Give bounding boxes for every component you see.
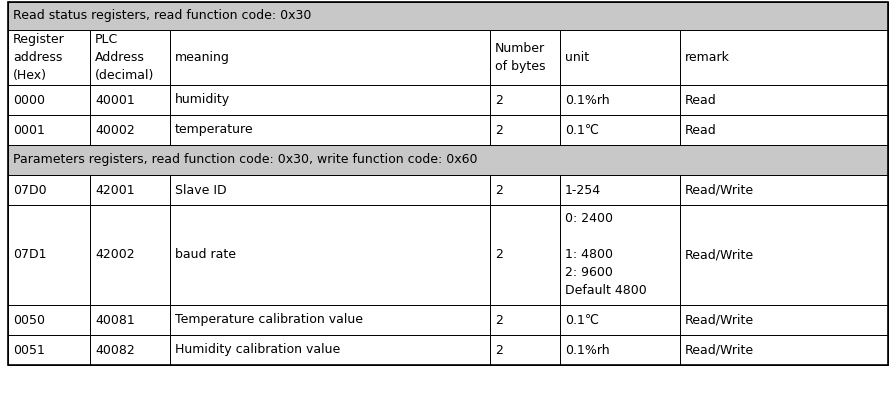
Text: 0: 2400

1: 4800
2: 9600
Default 4800: 0: 2400 1: 4800 2: 9600 Default 4800 [565, 212, 647, 298]
Bar [8, 30, 90, 85]
Text: 0.1%rh: 0.1%rh [565, 94, 609, 106]
Bar [680, 175, 888, 205]
Text: 0000: 0000 [13, 94, 45, 106]
Bar [90, 85, 170, 115]
Text: temperature: temperature [175, 124, 254, 136]
Bar [490, 335, 560, 365]
Bar [90, 305, 170, 335]
Bar [8, 85, 90, 115]
Bar [680, 305, 888, 335]
Text: meaning: meaning [175, 51, 230, 64]
Text: PLC
Address
(decimal): PLC Address (decimal) [95, 33, 154, 82]
Bar [170, 30, 490, 85]
Bar [490, 30, 560, 85]
Bar [680, 205, 888, 305]
Bar [90, 175, 170, 205]
Bar [560, 30, 680, 85]
Bar [170, 175, 490, 205]
Text: Slave ID: Slave ID [175, 184, 227, 196]
Bar [8, 335, 90, 365]
Text: 42001: 42001 [95, 184, 134, 196]
Bar [490, 175, 560, 205]
Text: 2: 2 [495, 124, 503, 136]
Text: baud rate: baud rate [175, 248, 236, 262]
Bar [490, 115, 560, 145]
Text: unit: unit [565, 51, 590, 64]
Text: 40082: 40082 [95, 344, 134, 356]
Text: Read/Write: Read/Write [685, 248, 754, 262]
Bar [490, 85, 560, 115]
Bar [680, 30, 888, 85]
Bar [170, 115, 490, 145]
Text: 2: 2 [495, 184, 503, 196]
Bar [8, 175, 90, 205]
Bar [490, 205, 560, 305]
Text: Humidity calibration value: Humidity calibration value [175, 344, 340, 356]
Text: 0.1℃: 0.1℃ [565, 124, 599, 136]
Text: 1-254: 1-254 [565, 184, 601, 196]
Bar [560, 205, 680, 305]
Text: 2: 2 [495, 344, 503, 356]
Bar [90, 335, 170, 365]
Bar [170, 85, 490, 115]
Bar [680, 115, 888, 145]
Bar [560, 85, 680, 115]
Text: Temperature calibration value: Temperature calibration value [175, 314, 363, 326]
Text: remark: remark [685, 51, 730, 64]
Bar [560, 175, 680, 205]
Bar [490, 305, 560, 335]
Text: 42002: 42002 [95, 248, 134, 262]
Text: Read/Write: Read/Write [685, 184, 754, 196]
Text: Parameters registers, read function code: 0x30, write function code: 0x60: Parameters registers, read function code… [13, 154, 478, 166]
Text: Read status registers, read function code: 0x30: Read status registers, read function cod… [13, 10, 312, 22]
Bar [90, 30, 170, 85]
Text: 40002: 40002 [95, 124, 134, 136]
Text: 07D0: 07D0 [13, 184, 47, 196]
Text: 2: 2 [495, 94, 503, 106]
Bar [560, 305, 680, 335]
Text: 2: 2 [495, 248, 503, 262]
Text: 40081: 40081 [95, 314, 134, 326]
Text: 2: 2 [495, 314, 503, 326]
Bar [680, 335, 888, 365]
Bar [170, 205, 490, 305]
Text: 0051: 0051 [13, 344, 45, 356]
Bar [560, 335, 680, 365]
Text: 0.1%rh: 0.1%rh [565, 344, 609, 356]
Bar [8, 205, 90, 305]
Bar [8, 145, 888, 175]
Bar [560, 115, 680, 145]
Bar [8, 2, 888, 30]
Text: Number
of bytes: Number of bytes [495, 42, 546, 73]
Text: humidity: humidity [175, 94, 230, 106]
Bar [90, 205, 170, 305]
Text: Read: Read [685, 124, 717, 136]
Text: Read: Read [685, 94, 717, 106]
Text: Read/Write: Read/Write [685, 314, 754, 326]
Text: 0.1℃: 0.1℃ [565, 314, 599, 326]
Bar [90, 115, 170, 145]
Text: 07D1: 07D1 [13, 248, 47, 262]
Bar [170, 305, 490, 335]
Bar [8, 305, 90, 335]
Text: Register
address
(Hex): Register address (Hex) [13, 33, 65, 82]
Bar [170, 335, 490, 365]
Text: 40001: 40001 [95, 94, 134, 106]
Bar [8, 115, 90, 145]
Text: 0001: 0001 [13, 124, 45, 136]
Text: Read/Write: Read/Write [685, 344, 754, 356]
Text: 0050: 0050 [13, 314, 45, 326]
Bar [680, 85, 888, 115]
